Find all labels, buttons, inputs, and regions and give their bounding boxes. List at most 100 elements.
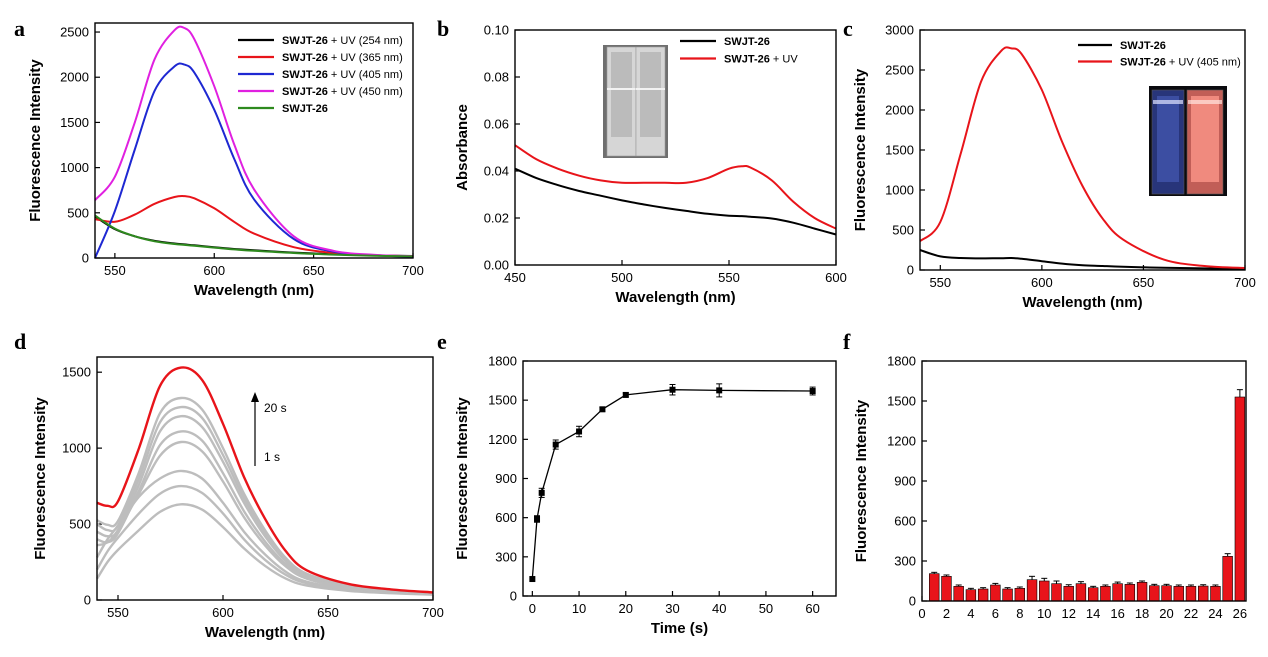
data-point: [576, 428, 583, 435]
x-tick-label-e: 60: [805, 601, 819, 616]
series-line-d-1: [95, 503, 434, 596]
y-tick-label-e: 900: [495, 471, 517, 486]
bar: [1173, 586, 1184, 602]
y-tick-label-b: 0.06: [484, 117, 509, 132]
y-tick-label-c: 1000: [885, 183, 914, 198]
x-tick-label-b: 450: [504, 270, 526, 285]
x-axis-label-b: Wavelength (nm): [615, 289, 735, 306]
time-arrow-head: [251, 392, 259, 402]
plot-frame-a: [94, 22, 414, 259]
x-axis-label-d: Wavelength (nm): [205, 624, 325, 641]
bar: [1234, 396, 1246, 602]
y-tick-label-d: 500: [69, 517, 91, 532]
bar: [1136, 582, 1148, 602]
bar: [1112, 583, 1123, 602]
y-axis-label-d: Fluorescence Intensity: [32, 397, 49, 560]
cuvette-liquid: [640, 52, 661, 137]
y-axis-label-f: Fluorescence Intensity: [853, 399, 870, 562]
y-tick-label-b: 0.08: [484, 70, 509, 85]
panel-label-f: f: [843, 329, 851, 354]
data-point: [529, 576, 536, 583]
y-tick-label-c: 1500: [885, 143, 914, 158]
x-axis-label-e: Time (s): [651, 620, 708, 637]
y-tick-label-b: 0.02: [484, 211, 509, 226]
data-point: [534, 515, 541, 522]
x-tick-label-f: 20: [1159, 606, 1173, 621]
series-line-e: [531, 389, 813, 580]
bar: [965, 589, 977, 602]
y-tick-label-f: 300: [894, 554, 916, 569]
x-tick-label-e: 40: [712, 601, 726, 616]
series-line-d-9: [96, 366, 434, 594]
panel-label-a: a: [14, 16, 25, 41]
series-line-a-5: [94, 214, 414, 258]
y-tick-label-e: 1800: [488, 354, 517, 369]
y-tick-label-b: 0.10: [484, 23, 509, 38]
y-tick-label-c: 2500: [885, 63, 914, 78]
y-tick-label-a: 2000: [60, 70, 89, 85]
bar: [1149, 585, 1160, 602]
y-tick-label-e: 1500: [488, 393, 517, 408]
x-tick-label-f: 14: [1086, 606, 1100, 621]
bar: [977, 588, 989, 602]
plot-frame-d: [96, 356, 434, 601]
x-tick-label-c: 700: [1234, 275, 1256, 290]
x-tick-label-f: 8: [1016, 606, 1023, 621]
y-tick-label-d: 1500: [62, 365, 91, 380]
bar: [1039, 580, 1050, 602]
y-axis-label-a: Fluorescence Intensity: [27, 59, 44, 222]
legend-label-a-5: SWJT-26: [282, 103, 328, 115]
legend-label-c-1: SWJT-26: [1120, 40, 1166, 52]
x-tick-label-e: 50: [759, 601, 773, 616]
bar: [1002, 588, 1013, 602]
x-tick-label-f: 26: [1233, 606, 1247, 621]
x-tick-label-f: 2: [943, 606, 950, 621]
bar: [990, 584, 1001, 602]
y-tick-label-a: 2500: [60, 25, 89, 40]
legend-label-sample: SWJT-26: [724, 36, 770, 48]
cuvette-blue-liquid: [1157, 96, 1179, 182]
legend-label-condition: + UV (450 nm): [328, 86, 403, 98]
data-point: [809, 388, 816, 395]
bar: [1124, 584, 1136, 602]
data-point: [622, 391, 629, 398]
bar: [1185, 586, 1197, 602]
data-point: [599, 406, 606, 413]
legend-label-a-3: SWJT-26 + UV (405 nm): [282, 69, 403, 81]
bar: [929, 573, 940, 602]
legend-label-sample: SWJT-26: [282, 52, 328, 64]
y-tick-label-e: 300: [495, 549, 517, 564]
bar: [1100, 586, 1111, 602]
y-tick-label-f: 1800: [887, 354, 916, 369]
x-axis-label-c: Wavelength (nm): [1022, 294, 1142, 311]
series-line-b-2: [514, 144, 837, 230]
x-tick-label-a: 650: [303, 263, 325, 278]
plot-frame-c: [919, 29, 1246, 271]
y-tick-label-d: 1000: [62, 441, 91, 456]
x-tick-label-a: 600: [203, 263, 225, 278]
bar: [1063, 586, 1074, 602]
bar: [1087, 587, 1099, 602]
legend-label-condition: + UV (254 nm): [328, 35, 403, 47]
x-tick-label-c: 600: [1031, 275, 1053, 290]
legend-label-a-2: SWJT-26 + UV (365 nm): [282, 52, 403, 64]
legend-label-b-1: SWJT-26: [724, 36, 770, 48]
panel-label-c: c: [843, 16, 853, 41]
y-tick-label-c: 3000: [885, 23, 914, 38]
cuvette-highlight: [1153, 100, 1183, 104]
x-tick-label-e: 20: [619, 601, 633, 616]
y-tick-label-a: 0: [82, 251, 89, 266]
legend-label-sample: SWJT-26: [282, 69, 328, 81]
series-line-c-1: [919, 249, 1246, 270]
bar: [1026, 579, 1038, 602]
y-tick-label-c: 500: [892, 223, 914, 238]
panel-label-e: e: [437, 329, 447, 354]
bar: [941, 576, 952, 602]
x-tick-label-f: 6: [992, 606, 999, 621]
y-tick-label-c: 0: [907, 263, 914, 278]
plot-frame-b: [514, 29, 837, 266]
x-axis-label-a: Wavelength (nm): [194, 282, 314, 299]
legend-label-a-4: SWJT-26 + UV (450 nm): [282, 86, 403, 98]
x-tick-label-e: 10: [572, 601, 586, 616]
